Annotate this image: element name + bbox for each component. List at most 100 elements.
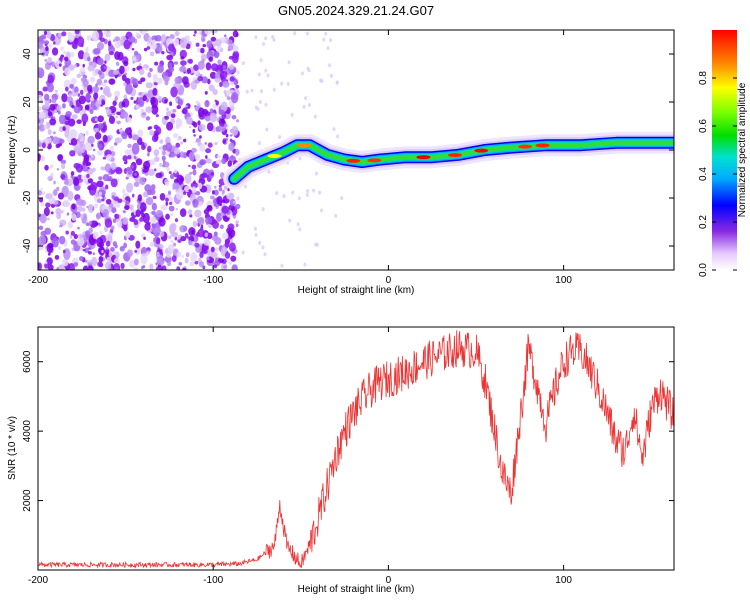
noise-blob: [87, 135, 95, 144]
noise-blob: [82, 160, 87, 166]
noise-blob: [125, 176, 129, 180]
noise-blob: [82, 265, 88, 270]
noise-blob: [222, 64, 227, 71]
noise-blob: [99, 230, 103, 235]
noise-blob: [229, 134, 233, 137]
noise-blob: [92, 231, 99, 240]
noise-blob: [230, 92, 239, 104]
snr-x-tick-label: -200: [28, 575, 48, 586]
noise-blob: [228, 142, 235, 151]
noise-blob: [188, 189, 192, 192]
noise-blob: [197, 47, 201, 53]
noise-blob: [44, 58, 48, 62]
noise-blob: [133, 267, 138, 270]
noise-blob: [151, 223, 157, 229]
noise-blob: [188, 126, 192, 129]
noise-blob: [114, 266, 120, 270]
noise-blob: [71, 203, 76, 210]
noise-blob: [38, 197, 44, 203]
noise-blob: [228, 261, 233, 265]
noise-blob: [195, 42, 200, 47]
faint-blob: [254, 35, 258, 40]
faint-blob: [263, 252, 267, 257]
figure-title: GN05.2024.329.21.24.G07: [278, 3, 434, 18]
noise-blob: [63, 180, 69, 185]
noise-blob: [123, 242, 128, 249]
noise-blob: [177, 239, 182, 243]
noise-blob: [130, 96, 134, 100]
noise-blob: [235, 223, 239, 228]
noise-blob: [174, 30, 180, 37]
noise-blob: [217, 59, 222, 65]
snr-area: [38, 330, 674, 569]
noise-blob: [147, 152, 150, 157]
noise-blob: [182, 76, 189, 85]
noise-blob: [98, 255, 104, 263]
noise-blob: [216, 117, 220, 122]
faint-blob: [261, 245, 265, 250]
noise-blob: [228, 64, 235, 70]
noise-blob: [192, 198, 199, 208]
noise-blob: [232, 200, 236, 204]
noise-blob: [199, 173, 205, 182]
noise-blob: [99, 37, 106, 43]
noise-blob: [82, 248, 86, 252]
noise-blob: [71, 39, 78, 49]
noise-blob: [175, 207, 179, 211]
faint-blob: [288, 218, 292, 223]
noise-blob: [203, 239, 211, 246]
noise-blob: [116, 111, 121, 116]
noise-blob: [227, 44, 234, 51]
noise-blob: [114, 257, 121, 265]
noise-blob: [208, 56, 213, 62]
spectrogram-x-tick-label: -100: [203, 275, 223, 286]
noise-blob: [81, 113, 89, 124]
noise-blob: [191, 186, 197, 194]
noise-blob: [147, 36, 152, 43]
noise-blob: [163, 75, 170, 82]
noise-blob: [108, 78, 116, 85]
noise-blob: [176, 174, 184, 186]
noise-blob: [114, 137, 122, 144]
noise-blob: [192, 220, 198, 228]
faint-blob: [264, 36, 268, 41]
noise-blob: [85, 46, 89, 53]
noise-blob: [104, 88, 109, 93]
noise-blob: [199, 47, 205, 54]
noise-blob: [89, 97, 95, 101]
noise-blob: [168, 43, 175, 52]
noise-blob: [106, 153, 112, 162]
noise-blob: [151, 39, 156, 44]
noise-blob: [135, 54, 141, 60]
noise-blob: [43, 207, 50, 217]
faint-blob: [304, 96, 308, 101]
noise-blob: [56, 105, 62, 111]
noise-blob: [147, 168, 155, 177]
noise-blob: [168, 190, 171, 195]
noise-blob: [158, 146, 161, 150]
noise-blob: [213, 51, 220, 59]
noise-blob: [42, 86, 49, 92]
spectrogram-y-tick-label: -20: [22, 190, 33, 205]
noise-blob: [97, 143, 103, 149]
noise-blob: [145, 116, 151, 121]
colorbar-gradient: [712, 30, 737, 270]
noise-blob: [94, 132, 102, 140]
noise-blob: [182, 191, 187, 195]
noise-blob: [70, 171, 75, 176]
noise-blob: [105, 198, 112, 205]
faint-blob: [254, 232, 258, 237]
noise-blob: [216, 212, 223, 222]
noise-blob: [121, 74, 127, 82]
noise-blob: [43, 102, 50, 110]
noise-blob: [118, 128, 122, 133]
noise-blob: [84, 259, 88, 263]
noise-blob: [231, 264, 238, 270]
noise-blob: [197, 120, 201, 126]
noise-blob: [68, 263, 75, 270]
faint-blob: [258, 141, 262, 146]
faint-blob: [296, 222, 300, 227]
noise-blob: [110, 178, 118, 188]
noise-blob: [46, 31, 52, 39]
noise-blob: [200, 224, 204, 228]
